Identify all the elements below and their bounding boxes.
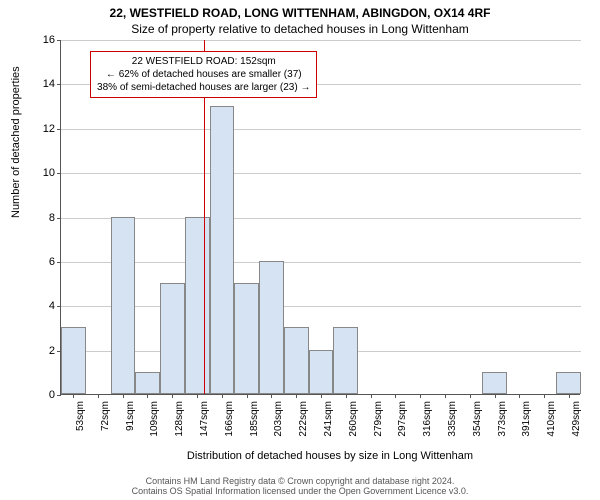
ytick-label: 4 [35,300,55,312]
gridline [61,306,581,307]
xtick-mark [420,394,421,398]
ytick-label: 12 [35,123,55,135]
xtick-label: 316sqm [422,401,433,437]
xtick-label: 373sqm [497,401,508,437]
histogram-bar [61,327,86,394]
ytick-label: 14 [35,78,55,90]
histogram-bar [309,350,334,394]
gridline [61,262,581,263]
chart-title-line2: Size of property relative to detached ho… [0,22,600,36]
xtick-mark [519,394,520,398]
ytick-label: 0 [35,389,55,401]
ytick-label: 16 [35,34,55,46]
ytick-label: 10 [35,167,55,179]
ytick-label: 8 [35,212,55,224]
xtick-label: 279sqm [373,401,384,437]
annotation-line1: 22 WESTFIELD ROAD: 152sqm [97,55,310,68]
xtick-label: 185sqm [249,401,260,437]
gridline [61,173,581,174]
ytick-mark [57,218,61,219]
chart-plot-area: 22 WESTFIELD ROAD: 152sqm← 62% of detach… [60,40,580,395]
gridline [61,40,581,41]
xtick-label: 429sqm [571,401,582,437]
histogram-bar [284,327,309,394]
xtick-mark [197,394,198,398]
xtick-label: 128sqm [174,401,185,437]
xtick-mark [470,394,471,398]
annotation-line2: ← 62% of detached houses are smaller (37… [97,68,310,81]
footer-credits: Contains HM Land Registry data © Crown c… [0,476,600,496]
xtick-mark [346,394,347,398]
xtick-mark [147,394,148,398]
ytick-label: 6 [35,256,55,268]
xtick-label: 391sqm [521,401,532,437]
xtick-label: 91sqm [125,401,136,431]
ytick-mark [57,84,61,85]
ytick-mark [57,306,61,307]
xtick-mark [495,394,496,398]
histogram-bar [160,283,185,394]
xtick-label: 147sqm [199,401,210,437]
y-axis-label: Number of detached properties [10,66,22,218]
histogram-bar [135,372,160,394]
xtick-mark [222,394,223,398]
gridline [61,129,581,130]
footer-line1: Contains HM Land Registry data © Crown c… [0,476,600,486]
ytick-mark [57,40,61,41]
ytick-mark [57,173,61,174]
xtick-label: 260sqm [348,401,359,437]
ytick-label: 2 [35,345,55,357]
histogram-bar [333,327,358,394]
x-axis-label: Distribution of detached houses by size … [0,450,600,462]
xtick-mark [445,394,446,398]
histogram-bar [185,217,210,395]
ytick-mark [57,262,61,263]
xtick-mark [569,394,570,398]
xtick-mark [544,394,545,398]
xtick-mark [395,394,396,398]
histogram-bar [556,372,581,394]
histogram-bar [234,283,259,394]
xtick-label: 410sqm [546,401,557,437]
annotation-line3: 38% of semi-detached houses are larger (… [97,81,310,94]
chart-title-line1: 22, WESTFIELD ROAD, LONG WITTENHAM, ABIN… [0,6,600,20]
xtick-mark [123,394,124,398]
xtick-label: 297sqm [397,401,408,437]
xtick-label: 72sqm [100,401,111,431]
xtick-mark [73,394,74,398]
xtick-label: 166sqm [224,401,235,437]
xtick-label: 53sqm [75,401,86,431]
annotation-box: 22 WESTFIELD ROAD: 152sqm← 62% of detach… [90,51,317,98]
xtick-mark [371,394,372,398]
xtick-mark [296,394,297,398]
gridline [61,218,581,219]
xtick-label: 241sqm [323,401,334,437]
ytick-mark [57,129,61,130]
histogram-bar [111,217,136,395]
xtick-label: 222sqm [298,401,309,437]
xtick-mark [98,394,99,398]
footer-line2: Contains OS Spatial Information licensed… [0,486,600,496]
histogram-bar [210,106,235,394]
xtick-label: 354sqm [472,401,483,437]
xtick-mark [271,394,272,398]
xtick-label: 335sqm [447,401,458,437]
xtick-label: 109sqm [149,401,160,437]
xtick-label: 203sqm [273,401,284,437]
xtick-mark [247,394,248,398]
ytick-mark [57,395,61,396]
histogram-bar [259,261,284,394]
histogram-bar [482,372,507,394]
xtick-mark [172,394,173,398]
xtick-mark [321,394,322,398]
